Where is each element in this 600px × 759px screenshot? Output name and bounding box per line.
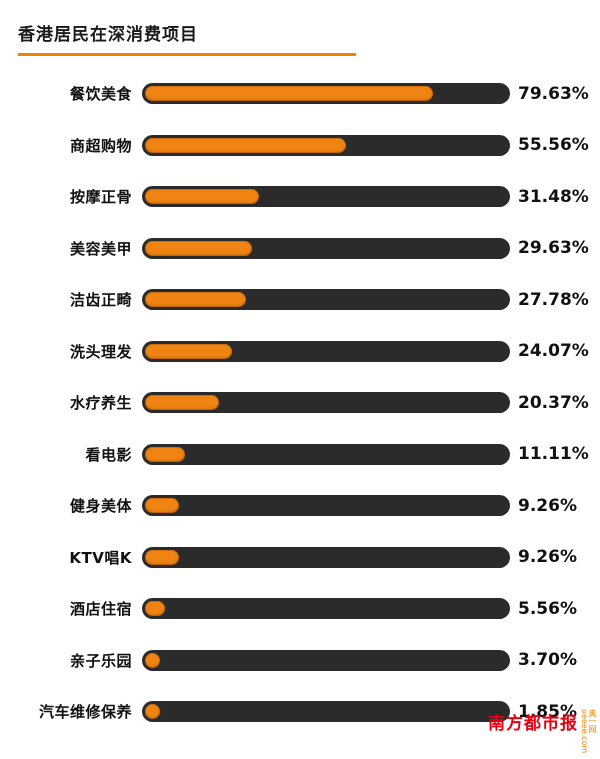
- bar-fill: [145, 601, 166, 617]
- category-label: 酒店住宿: [69, 600, 132, 619]
- value-label: 11.11%: [518, 444, 589, 465]
- publisher-name: 南方都市报: [488, 714, 578, 734]
- value-label: 5.56%: [518, 598, 577, 619]
- bar-track: [142, 289, 510, 311]
- chart-title: 香港居民在深消费项目: [18, 25, 198, 45]
- bar-chart: 餐饮美食 79.63% 商超购物 55.56% 按摩正骨 31.48% 美容美甲 29.63%…: [0, 68, 600, 738]
- bar-fill: [145, 446, 186, 462]
- bar-row: 汽车维修保养 1.85%: [0, 686, 600, 738]
- value-label: 9.26%: [518, 495, 577, 516]
- bar-fill: [145, 292, 246, 308]
- value-label: 79.63%: [518, 83, 589, 104]
- bar-row: 美容美甲 29.63%: [0, 223, 600, 275]
- bar-track: [142, 186, 510, 208]
- category-label: 餐饮美食: [69, 85, 132, 104]
- category-label: 健身美体: [69, 497, 132, 516]
- value-label: 27.78%: [518, 289, 589, 310]
- category-label: 水疗养生: [69, 394, 132, 413]
- category-label: 洁齿正畸: [69, 291, 132, 310]
- category-label: 看电影: [85, 445, 132, 464]
- bar-track: [142, 701, 510, 723]
- bar-track: [142, 392, 510, 414]
- bar-row: 酒店住宿 5.56%: [0, 583, 600, 635]
- bar-fill: [145, 86, 434, 102]
- category-label: 美容美甲: [69, 239, 132, 258]
- bar-row: 洗头理发 24.07%: [0, 326, 600, 378]
- bar-fill: [145, 652, 160, 668]
- bar-track: [142, 237, 510, 259]
- bar-track: [142, 443, 510, 465]
- bar-fill: [145, 189, 259, 205]
- bar-row: 洁齿正畸 27.78%: [0, 274, 600, 326]
- bar-row: 水疗养生 20.37%: [0, 377, 600, 429]
- bar-track: [142, 495, 510, 517]
- category-label: KTV唱K: [69, 548, 132, 567]
- bar-fill: [145, 395, 219, 411]
- category-label: 按摩正骨: [69, 188, 132, 207]
- value-label: 1.85%: [518, 701, 577, 722]
- publisher-site: 奥一网oeeee.com: [580, 709, 597, 754]
- bar-row: 商超购物 55.56%: [0, 120, 600, 172]
- bar-row: 看电影 11.11%: [0, 429, 600, 481]
- bar-fill: [145, 343, 233, 359]
- category-label: 亲子乐园: [69, 651, 132, 670]
- category-label: 洗头理发: [69, 342, 132, 361]
- category-label: 汽车维修保养: [38, 703, 132, 722]
- value-label: 55.56%: [518, 135, 589, 156]
- publisher-logo: 南方都市报 奥一网oeeee.com: [488, 709, 597, 754]
- bar-track: [142, 546, 510, 568]
- value-label: 20.37%: [518, 392, 589, 413]
- bar-row: KTV唱K 9.26%: [0, 532, 600, 584]
- value-label: 9.26%: [518, 547, 577, 568]
- bar-fill: [145, 549, 179, 565]
- bar-fill: [145, 704, 160, 720]
- bar-row: 亲子乐园 3.70%: [0, 635, 600, 687]
- value-label: 29.63%: [518, 238, 589, 259]
- chart-header: 香港居民在深消费项目: [0, 0, 600, 56]
- bar-track: [142, 649, 510, 671]
- bar-fill: [145, 137, 347, 153]
- bar-row: 餐饮美食 79.63%: [0, 68, 600, 120]
- bar-track: [142, 598, 510, 620]
- bar-track: [142, 134, 510, 156]
- bar-track: [142, 340, 510, 362]
- bar-row: 健身美体 9.26%: [0, 480, 600, 532]
- category-label: 商超购物: [69, 136, 132, 155]
- bar-track: [142, 83, 510, 105]
- value-label: 24.07%: [518, 341, 589, 362]
- bar-fill: [145, 498, 179, 514]
- bar-fill: [145, 240, 253, 256]
- value-label: 31.48%: [518, 186, 589, 207]
- value-label: 3.70%: [518, 650, 577, 671]
- title-accent-line: [18, 53, 356, 56]
- bar-row: 按摩正骨 31.48%: [0, 171, 600, 223]
